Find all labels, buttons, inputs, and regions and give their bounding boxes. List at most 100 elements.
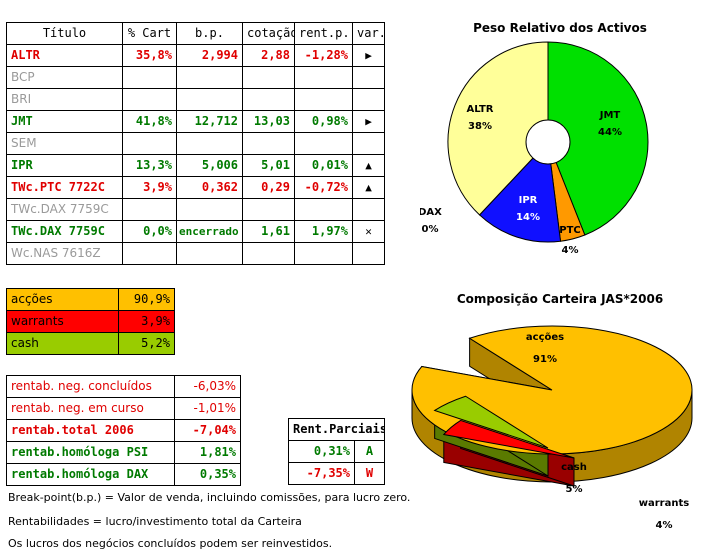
cell-titulo: BRI (6, 88, 123, 111)
allocation-value: 5,2% (118, 332, 175, 355)
cell-rent (294, 88, 353, 111)
cell-var (352, 198, 385, 221)
cell-bp (176, 132, 243, 155)
table-row: BCP (6, 66, 385, 89)
cell-rent: 1,97% (294, 220, 353, 243)
returns-row: rentab. neg. concluídos -6,03% (6, 375, 241, 398)
header-cart: % Cart (122, 22, 177, 45)
cell-titulo: ALTR (6, 44, 123, 67)
pie-value-1: 4% (656, 520, 673, 531)
returns-table: rentab. neg. concluídos -6,03% rentab. neg… (6, 375, 241, 486)
table-row: SEM (6, 132, 385, 155)
returns-label: rentab. neg. em curso (6, 397, 175, 420)
slice-warrants (442, 419, 575, 459)
partial-code: A (353, 440, 386, 463)
cell-var: ✕ (352, 220, 385, 243)
cell-cotacao: 5,01 (242, 154, 295, 177)
pie-label-2: cash (561, 462, 587, 473)
header-cotacao: cotação (242, 22, 295, 45)
cell-cart: 0,0% (122, 220, 177, 243)
cell-rent: -0,72% (294, 176, 353, 199)
cell-var: ▲ (352, 154, 385, 177)
slice-value-ipr: 14% (516, 212, 540, 223)
note-lucros: Os lucros dos negócios concluídos podem … (8, 537, 333, 550)
allocation-label: acções (6, 288, 119, 311)
cell-cotacao (242, 66, 295, 89)
cell-var (352, 88, 385, 111)
cell-rent (294, 66, 353, 89)
portfolio-table: Título % Cart b.p. cotação rent.p. var. … (6, 22, 385, 265)
cell-cart: 41,8% (122, 110, 177, 133)
table-row: TWc.DAX 7759C 0,0% encerrado 1,61 1,97% ✕ (6, 220, 385, 243)
cell-rent: -1,28% (294, 44, 353, 67)
cell-cart (122, 242, 177, 265)
partial-returns-header: Rent.Parciais (287, 418, 386, 441)
allocation-row: warrants 3,9% (6, 310, 175, 333)
cell-var (352, 132, 385, 155)
cell-bp: encerrado (176, 220, 243, 243)
allocation-row: cash 5,2% (6, 332, 175, 355)
cell-var (352, 66, 385, 89)
portfolio-composition-pie-chart: acções 91% warrants 4% cash 5% (411, 325, 693, 531)
pie-label-1: warrants (639, 498, 689, 509)
header-rent: rent.p. (294, 22, 353, 45)
returns-label: rentab.total 2006 (6, 419, 175, 442)
partial-value: -7,35% (288, 462, 355, 485)
cell-cotacao: 2,88 (242, 44, 295, 67)
allocation-label: warrants (6, 310, 119, 333)
slice-label-ipr: IPR (519, 195, 538, 206)
cell-titulo: IPR (6, 154, 123, 177)
allocation-value: 3,9% (118, 310, 175, 333)
partial-returns-row: -7,35% W (288, 462, 386, 485)
returns-value: -7,04% (174, 419, 241, 442)
note-breakpoint: Break-point(b.p.) = Valor de venda, incl… (8, 491, 411, 504)
slice-label-ptc: PTC (559, 225, 581, 236)
returns-label: rentab. neg. concluídos (6, 375, 175, 398)
slice-value-altr: 38% (468, 121, 492, 132)
note-rentabilidades: Rentabilidades = lucro/investimento tota… (8, 515, 302, 528)
slice-value-dax: 0% (422, 224, 439, 235)
cell-titulo: Wc.NAS 7616Z (6, 242, 123, 265)
allocation-table: acções 90,9% warrants 3,9% cash 5,2% (6, 288, 175, 355)
cell-cotacao (242, 198, 295, 221)
cell-cart (122, 198, 177, 221)
cell-var (352, 242, 385, 265)
header-var: var. (352, 22, 385, 45)
slice-altr (447, 41, 549, 216)
partial-value: 0,31% (288, 440, 355, 463)
returns-value: -6,03% (174, 375, 241, 398)
cell-titulo: TWc.PTC 7722C (6, 176, 123, 199)
table-row: TWc.DAX 7759C (6, 198, 385, 221)
cell-rent: 0,98% (294, 110, 353, 133)
pie-value-2: 5% (566, 484, 583, 495)
table-row: BRI (6, 88, 385, 111)
partial-code: W (353, 462, 386, 485)
cell-cotacao: 1,61 (242, 220, 295, 243)
pie-value-0: 91% (533, 354, 557, 365)
table-row: IPR 13,3% 5,006 5,01 0,01% ▲ (6, 154, 385, 177)
cell-rent (294, 242, 353, 265)
returns-row: rentab.homóloga DAX 0,35% (6, 463, 241, 486)
header-bp: b.p. (176, 22, 243, 45)
slice-label-altr: ALTR (467, 104, 494, 115)
slice-label-dax: DAX (420, 207, 442, 218)
cell-var: ▶ (352, 44, 385, 67)
cell-rent: 0,01% (294, 154, 353, 177)
returns-label: rentab.homóloga DAX (6, 463, 175, 486)
cell-cotacao: 0,29 (242, 176, 295, 199)
returns-row: rentab.homóloga PSI 1,81% (6, 441, 241, 464)
header-titulo: Título (6, 22, 123, 45)
cell-cotacao (242, 88, 295, 111)
cell-titulo: SEM (6, 132, 123, 155)
slice-ipr (478, 140, 562, 243)
partial-returns-row: 0,31% A (288, 440, 386, 463)
pie-label-0: acções (526, 332, 564, 343)
returns-row: rentab.total 2006 -7,04% (6, 419, 241, 442)
slice-cash (433, 395, 549, 449)
partial-returns-table: Rent.Parciais 0,31% A -7,35% W (287, 418, 386, 485)
chart1-title: Peso Relativo dos Activos (473, 21, 647, 35)
cell-cotacao: 13,03 (242, 110, 295, 133)
slice-label-jmt: JMT (599, 110, 621, 121)
cell-cart: 35,8% (122, 44, 177, 67)
returns-label: rentab.homóloga PSI (6, 441, 175, 464)
